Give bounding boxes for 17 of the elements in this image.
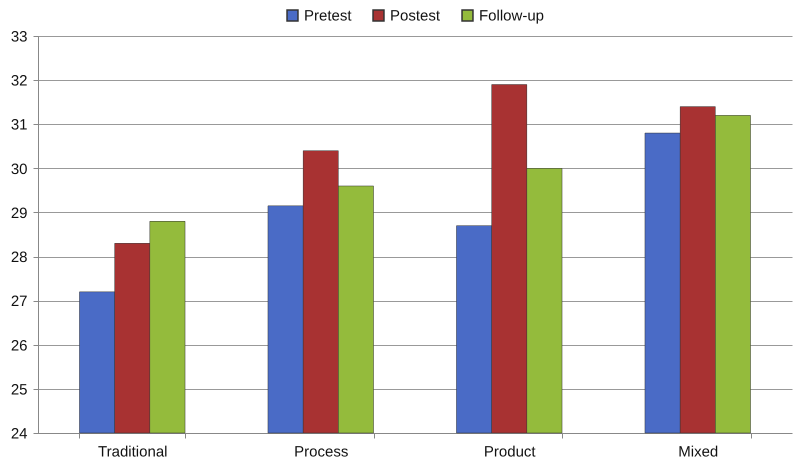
x-tick-label: Product [484,444,536,460]
y-tick-label: 33 [10,28,28,46]
legend-label: Postest [390,8,441,25]
y-tick-label: 29 [10,204,28,222]
y-tick-label: 27 [10,293,28,310]
x-tick-label: Process [294,444,348,460]
y-tick-label: 32 [10,72,28,90]
x-tick-label: Traditional [98,444,168,460]
y-tick-label: 28 [10,249,28,266]
y-tick-label: 26 [10,337,28,354]
x-tick-label: Mixed [678,444,718,460]
y-tick-label: 25 [10,381,28,398]
y-tick-label: 31 [10,116,28,134]
y-tick-label: 24 [10,426,28,442]
legend-label: Follow-up [479,8,544,25]
y-tick-label: 30 [10,160,28,178]
legend-label: Pretest [304,8,352,25]
